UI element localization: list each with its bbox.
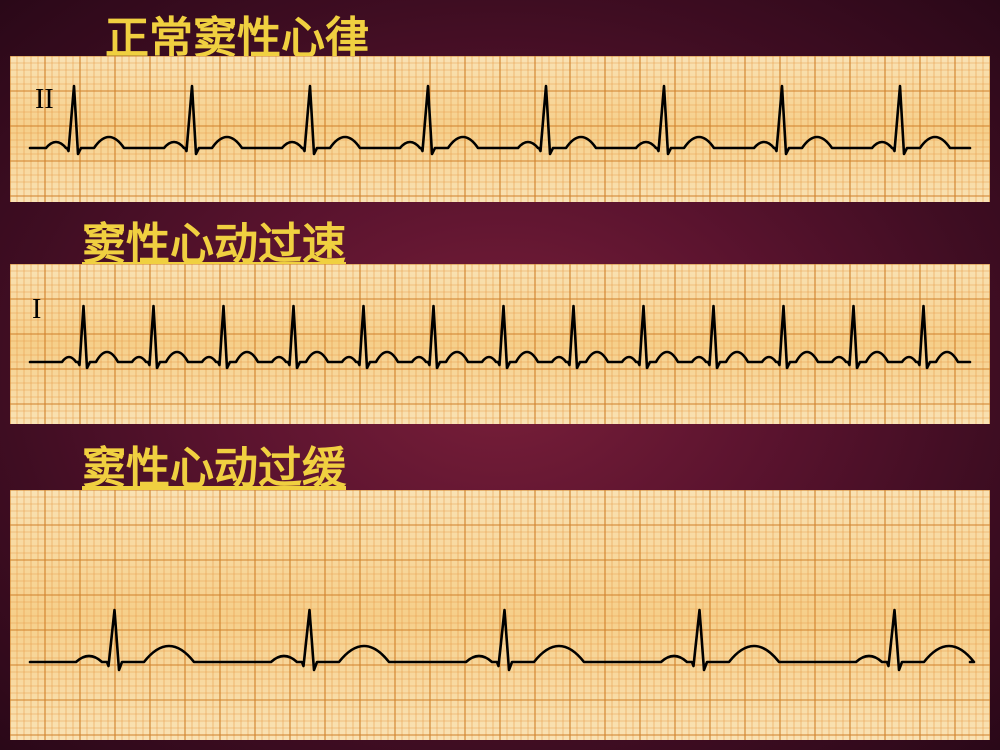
ecg-trace-brady [10, 490, 990, 740]
ecg-strip-normal: II [10, 56, 990, 202]
ecg-strip-brady [10, 490, 990, 740]
ecg-strip-tachy: I [10, 264, 990, 424]
section-title-tachy: 窦性心动过速 [82, 208, 346, 272]
ecg-trace-normal [10, 56, 990, 202]
lead-label-normal: II [35, 84, 54, 116]
lead-label-tachy: I [32, 294, 41, 326]
ecg-rhythm-slide: 正常窦性心律II窦性心动过速I窦性心动过缓 [0, 0, 1000, 750]
ecg-trace-tachy [10, 264, 990, 424]
section-title-brady: 窦性心动过缓 [82, 432, 346, 496]
